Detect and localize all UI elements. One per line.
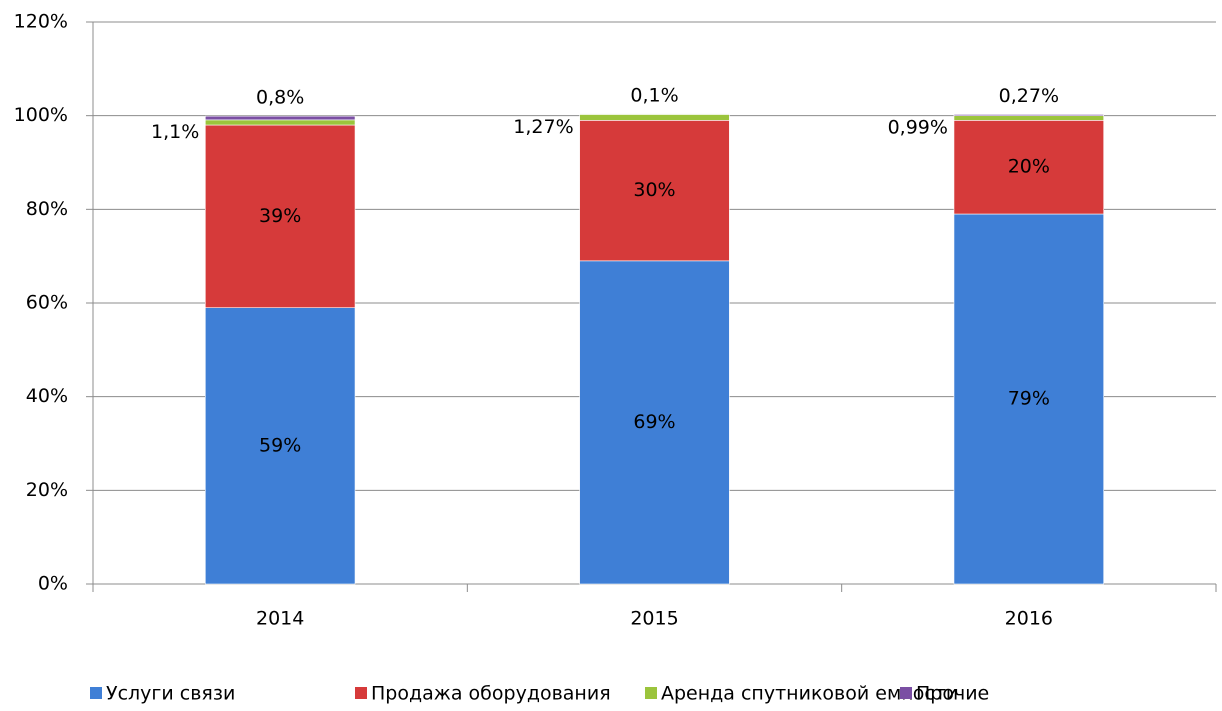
data-label: 0,27% bbox=[999, 85, 1059, 107]
y-tick-label: 20% bbox=[26, 479, 68, 501]
y-tick-label: 60% bbox=[26, 292, 68, 314]
data-label: 0,1% bbox=[630, 84, 678, 106]
legend-label: Прочие bbox=[916, 683, 989, 705]
y-tick-label: 40% bbox=[26, 385, 68, 407]
bar-segment bbox=[579, 114, 730, 121]
legend-label: Продажа оборудования bbox=[371, 683, 611, 705]
bar-segment bbox=[953, 114, 1105, 117]
y-tick-label: 100% bbox=[14, 104, 68, 126]
x-tick-label: 2015 bbox=[630, 608, 678, 630]
bar-segment bbox=[953, 120, 1105, 215]
data-label: 0,8% bbox=[256, 87, 304, 109]
data-label: 79% bbox=[1008, 388, 1050, 410]
legend-swatch bbox=[645, 687, 657, 699]
bar-segment bbox=[579, 260, 730, 585]
bar-segment bbox=[205, 307, 356, 585]
legend-swatch bbox=[900, 687, 912, 699]
x-tick-label: 2016 bbox=[1005, 608, 1053, 630]
bar-segment bbox=[205, 124, 356, 308]
data-label: 0,99% bbox=[888, 117, 948, 139]
y-tick-label: 120% bbox=[14, 11, 68, 33]
bar-segment bbox=[205, 115, 356, 121]
data-label: 20% bbox=[1008, 156, 1050, 178]
bar-segment bbox=[579, 120, 730, 262]
legend-label: Услуги связи bbox=[106, 683, 235, 705]
bar-segment bbox=[953, 213, 1105, 585]
y-tick-label: 0% bbox=[38, 573, 68, 595]
legend-swatch bbox=[355, 687, 367, 699]
legend-swatch bbox=[90, 687, 102, 699]
x-tick-label: 2014 bbox=[256, 608, 304, 630]
data-label: 30% bbox=[633, 179, 675, 201]
data-label: 69% bbox=[633, 411, 675, 433]
y-tick-label: 80% bbox=[26, 198, 68, 220]
bar-segment bbox=[953, 115, 1105, 121]
data-label: 39% bbox=[259, 205, 301, 227]
data-label: 59% bbox=[259, 434, 301, 456]
data-label: 1,1% bbox=[151, 121, 199, 143]
data-label: 1,27% bbox=[513, 116, 573, 138]
legend-label: Аренда спутниковой емкости bbox=[661, 683, 958, 705]
bar-segment bbox=[205, 119, 356, 126]
